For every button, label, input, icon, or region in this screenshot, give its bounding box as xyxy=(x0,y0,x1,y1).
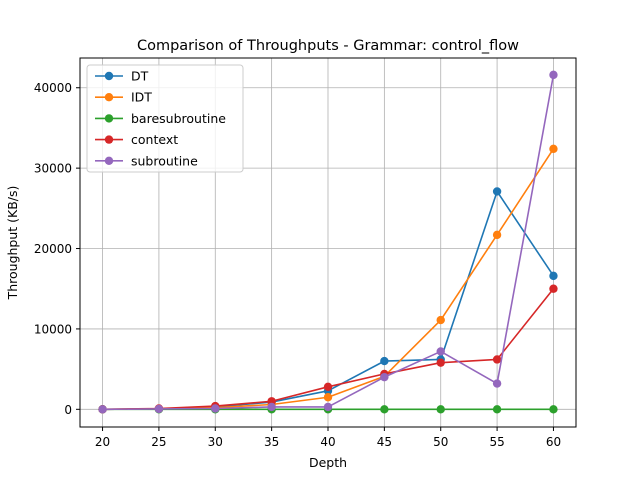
data-point-idt xyxy=(323,393,333,402)
data-point-dt xyxy=(380,356,389,366)
data-point-subroutine xyxy=(549,70,558,80)
legend-box xyxy=(86,64,244,173)
data-point-idt xyxy=(549,144,558,154)
series-subroutine xyxy=(98,70,558,414)
data-point-subroutine xyxy=(98,405,107,414)
legend-entry-context: context xyxy=(95,132,178,147)
legend-entry-subroutine: subroutine xyxy=(95,153,198,168)
data-point-context xyxy=(323,382,333,392)
data-point-subroutine xyxy=(492,379,502,388)
data-point-subroutine xyxy=(436,347,445,356)
x-tick-label: 30 xyxy=(208,435,223,449)
legend-marker xyxy=(104,135,114,144)
x-axis-ticks: 20 25 30 35 40 45 50 55 60 xyxy=(95,427,561,449)
x-tick-label: 35 xyxy=(264,435,279,449)
data-point-subroutine xyxy=(211,404,220,413)
legend: DT IDT baresubroutine context subroutine xyxy=(86,64,244,173)
data-point-subroutine xyxy=(323,402,333,412)
legend-label: subroutine xyxy=(131,153,198,168)
grid xyxy=(80,58,576,427)
legend-label: DT xyxy=(131,69,149,84)
legend-entry-dt: DT xyxy=(95,69,149,84)
data-point-idt xyxy=(436,315,445,325)
data-point-baresubroutine xyxy=(492,405,502,414)
x-tick-label: 50 xyxy=(433,435,448,449)
legend-marker xyxy=(104,93,114,102)
x-tick-label: 60 xyxy=(546,435,561,449)
y-tick-label: 0 xyxy=(64,403,72,417)
y-tick-label: 10000 xyxy=(34,322,72,336)
data-point-subroutine xyxy=(154,404,164,414)
data-point-dt xyxy=(492,187,502,196)
legend-marker xyxy=(104,114,114,123)
data-point-idt xyxy=(492,230,502,240)
y-tick-label: 20000 xyxy=(34,242,72,256)
legend-label: context xyxy=(131,132,178,147)
y-axis-label: Throughput (KB/s) xyxy=(5,186,20,301)
series-layer xyxy=(98,70,558,414)
data-point-context xyxy=(492,355,502,364)
y-tick-label: 30000 xyxy=(34,162,72,176)
data-point-baresubroutine xyxy=(549,405,558,414)
chart-title: Comparison of Throughputs - Grammar: con… xyxy=(137,38,519,54)
x-tick-label: 20 xyxy=(95,435,110,449)
legend-marker xyxy=(104,71,114,81)
data-point-baresubroutine xyxy=(380,405,389,414)
x-tick-label: 40 xyxy=(320,435,335,449)
legend-marker xyxy=(104,156,114,165)
data-point-dt xyxy=(549,271,558,281)
data-point-subroutine xyxy=(380,372,389,382)
legend-entry-idt: IDT xyxy=(95,90,152,105)
legend-label: baresubroutine xyxy=(131,111,226,126)
data-point-context xyxy=(436,358,445,367)
x-axis-label: Depth xyxy=(309,455,347,470)
y-tick-label: 40000 xyxy=(34,81,72,95)
data-point-baresubroutine xyxy=(436,405,445,414)
legend-entry-baresubroutine: baresubroutine xyxy=(95,111,226,126)
data-point-context xyxy=(549,284,558,293)
legend-label: IDT xyxy=(131,90,152,105)
x-tick-label: 45 xyxy=(377,435,392,449)
x-tick-label: 25 xyxy=(151,435,166,449)
y-axis-ticks: 0 10000 20000 30000 40000 xyxy=(34,81,80,417)
x-tick-label: 55 xyxy=(489,435,504,449)
data-point-subroutine xyxy=(267,402,276,412)
